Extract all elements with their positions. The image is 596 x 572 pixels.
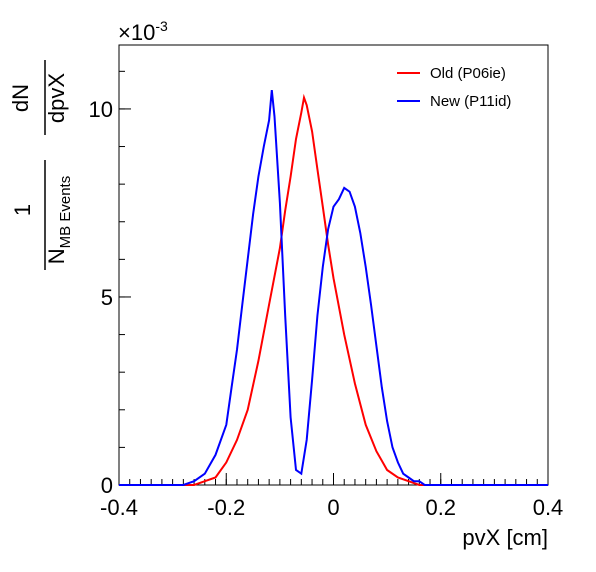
x-tick-label: -0.4	[100, 495, 138, 520]
series-line-0	[119, 93, 548, 486]
x-tick-label: 0	[327, 495, 339, 520]
legend-label-old: Old (P06ie)	[430, 65, 506, 82]
y-tick-label: 5	[101, 285, 113, 310]
x-tick-label: 0.4	[533, 495, 564, 520]
y-axis-title: 1 NMB Events dN dpvX	[8, 60, 74, 270]
y-tick-label: 0	[101, 473, 113, 498]
x-axis: -0.4 -0.2 0 0.2 0.4	[100, 473, 563, 520]
y-title-n: NMB Events	[44, 176, 74, 264]
y-tick-label: 10	[89, 97, 113, 122]
x-tick-label: -0.2	[207, 495, 245, 520]
legend-label-new: New (P11id)	[430, 93, 511, 110]
y-multiplier: ×10-3	[118, 18, 168, 45]
y-title-one: 1	[10, 204, 35, 216]
y-axis: 0 5 10	[89, 70, 131, 498]
x-axis-title: pvX [cm]	[462, 525, 548, 550]
plot-frame	[118, 44, 549, 486]
y-title-dpvx: dpvX	[44, 73, 69, 123]
series-line-1	[119, 89, 548, 486]
series-layer	[119, 89, 548, 486]
x-tick-label: 0.2	[425, 495, 456, 520]
y-title-dn: dN	[8, 84, 33, 112]
legend: Old (P06ie) New (P11id)	[397, 65, 511, 110]
